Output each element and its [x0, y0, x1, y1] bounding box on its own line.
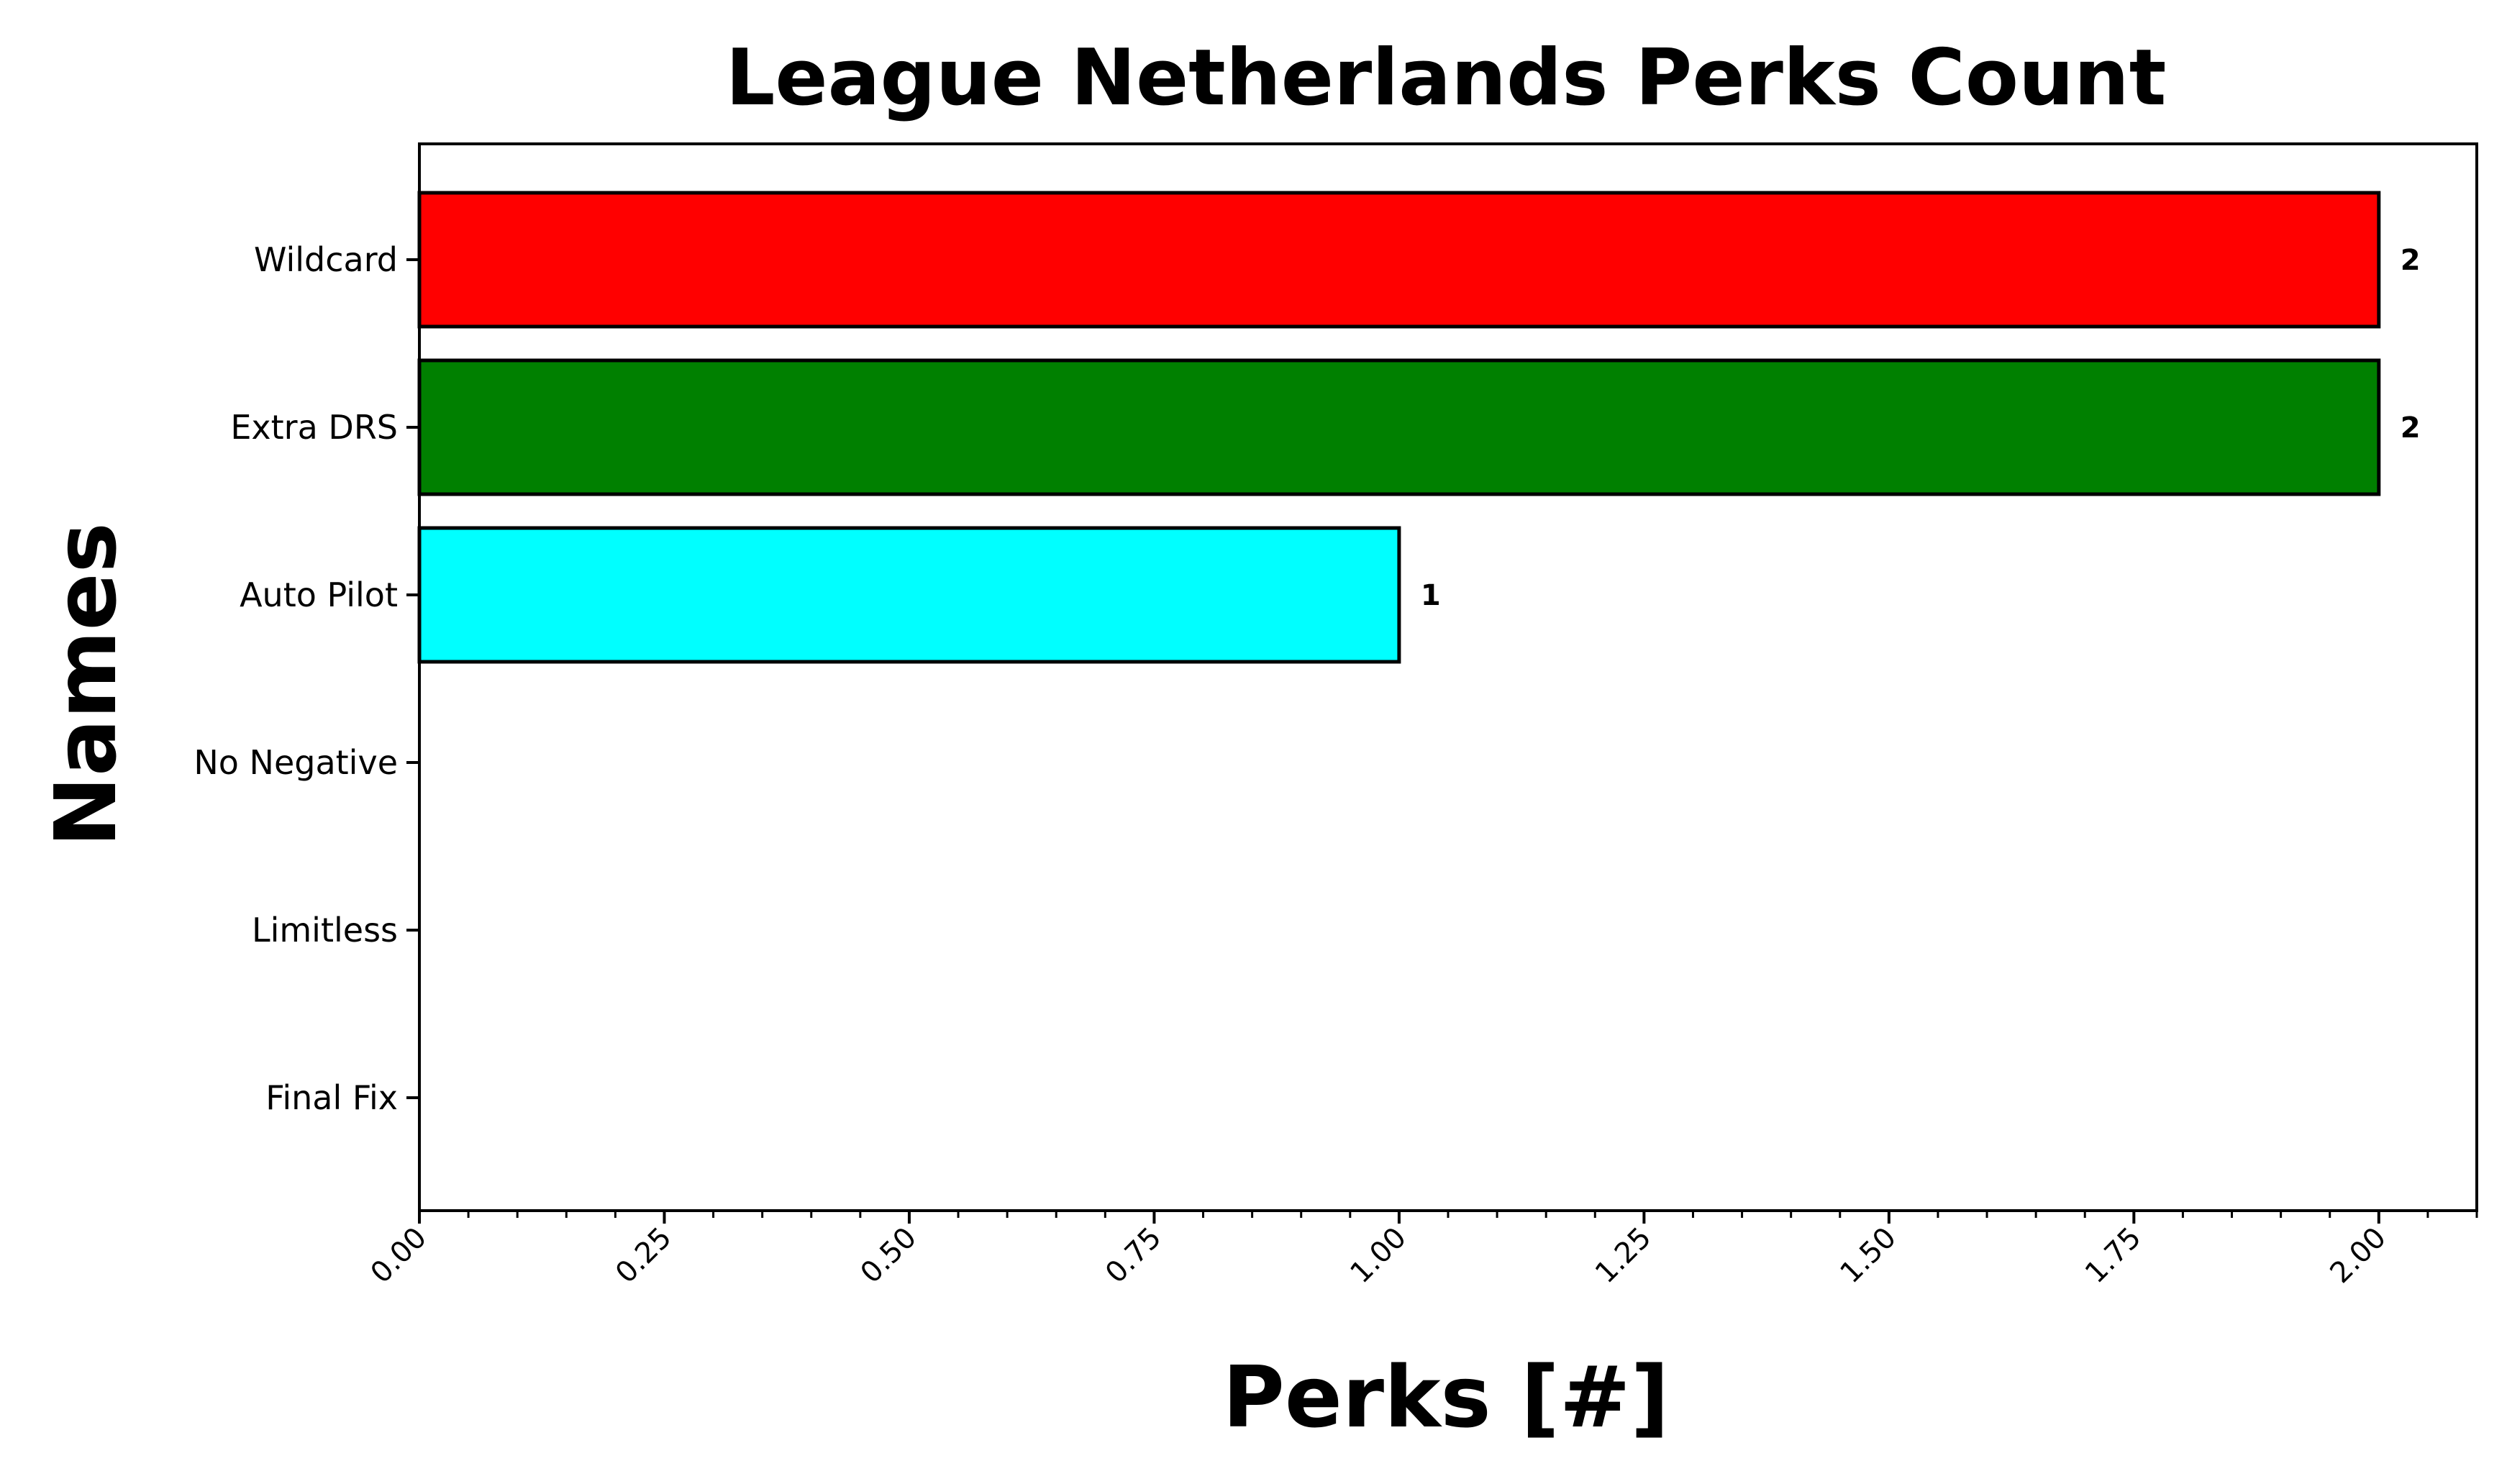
data-label: 2 [2401, 411, 2421, 445]
y-tick-label: No Negative [194, 743, 398, 782]
y-axis-label: Names [36, 522, 135, 847]
y-tick-label: Final Fix [265, 1078, 398, 1117]
y-tick-label: Limitless [252, 911, 398, 950]
x-tick-label: 1.50 [1834, 1221, 1903, 1290]
y-tick-label: Wildcard [254, 240, 398, 279]
y-tick-label: Extra DRS [230, 408, 398, 447]
x-tick-label: 0.25 [609, 1221, 678, 1290]
data-label: 1 [1421, 579, 1441, 612]
chart-title: League Netherlands Perks Count [726, 33, 2167, 123]
x-tick-label: 1.00 [1344, 1221, 1413, 1290]
x-tick-label: 0.50 [855, 1221, 924, 1290]
x-axis-label: Perks [#] [1222, 1347, 1669, 1447]
x-tick-label: 1.75 [2079, 1221, 2148, 1290]
bar [417, 191, 2381, 329]
y-tick-label: Auto Pilot [240, 575, 398, 614]
x-tick-label: 1.25 [1589, 1221, 1658, 1290]
x-tick-label: 2.00 [2324, 1221, 2393, 1290]
x-tick-label: 0.00 [365, 1221, 434, 1290]
data-label: 2 [2401, 244, 2421, 277]
plot-area: Wildcard 2 Extra DRS 2 Auto Pilot 1 No Negativ… [194, 142, 2478, 1290]
bar [417, 358, 2381, 496]
x-tick-label: 0.75 [1099, 1221, 1168, 1290]
bar [417, 526, 1401, 664]
